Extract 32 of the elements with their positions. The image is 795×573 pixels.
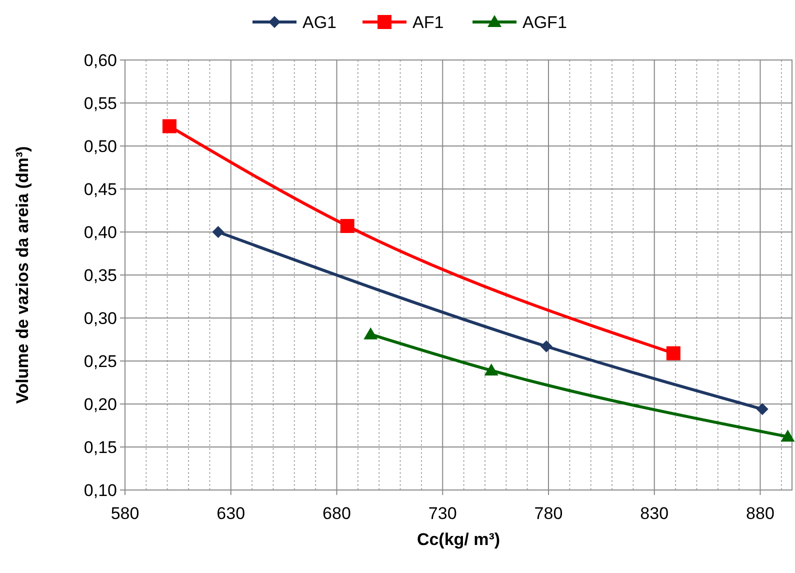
x-axis-title: Cc(kg/ m³): [416, 530, 500, 549]
y-tick-label: 0,60: [84, 51, 117, 70]
x-tick-label: 580: [110, 504, 140, 523]
point: [212, 226, 224, 238]
x-tick-label: 630: [216, 504, 246, 523]
y-axis-title: Volume de vazios da areia (dm³): [13, 146, 32, 404]
y-tick-label: 0,55: [84, 94, 117, 113]
x-tick-label: 780: [534, 504, 563, 523]
y-tick-label: 0,25: [84, 352, 117, 371]
y-tick-label: 0,35: [84, 266, 117, 285]
y-tick-label: 0,50: [84, 137, 117, 156]
y-tick-label: 0,45: [84, 180, 117, 199]
y-tick-label: 0,15: [84, 438, 117, 457]
legend-label: AG1: [302, 13, 337, 32]
point: [364, 327, 378, 340]
point: [780, 430, 795, 442]
legend-label: AF1: [412, 13, 444, 32]
x-tick-label: 830: [640, 504, 669, 523]
x-tick-label: 880: [746, 504, 774, 523]
legend-label: AGF1: [522, 13, 567, 32]
y-tick-label: 0,30: [84, 309, 117, 328]
point: [756, 403, 768, 416]
point: [162, 119, 176, 134]
y-tick-label: 0,20: [84, 395, 117, 414]
point: [340, 218, 354, 233]
point: [484, 363, 498, 376]
x-tick-label: 730: [428, 504, 457, 523]
y-tick-label: 0,40: [84, 223, 117, 242]
point: [540, 340, 552, 352]
x-tick-label: 680: [322, 504, 351, 523]
point: [666, 346, 680, 360]
y-tick-label: 0,10: [84, 481, 117, 500]
